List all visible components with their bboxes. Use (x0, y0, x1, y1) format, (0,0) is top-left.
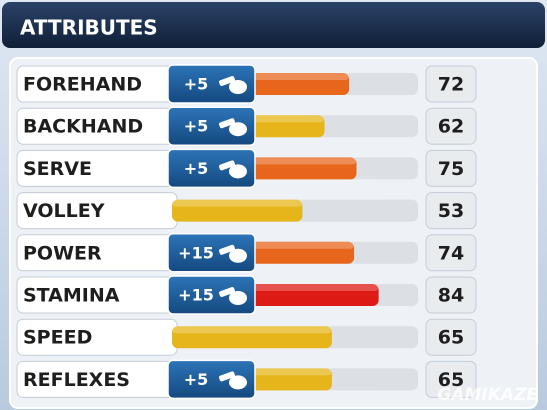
bonus-badge (167, 359, 256, 400)
attribute-name: VOLLEY (23, 200, 105, 222)
attribute-name: BACKHAND (23, 116, 143, 138)
bonus-text: +15 (178, 243, 214, 262)
value-box (425, 65, 477, 103)
bar-shine (172, 199, 303, 207)
value-box (425, 192, 477, 230)
value-box (425, 149, 477, 187)
bonus-text: +15 (178, 286, 214, 305)
bar-fill (172, 199, 303, 222)
whistle-icon (229, 375, 247, 390)
value-box (425, 276, 477, 314)
bonus-badge (167, 233, 256, 273)
bonus-text: +5 (184, 370, 209, 389)
bar-shine (172, 326, 332, 334)
whistle-icon (229, 164, 247, 179)
attribute-value: 65 (438, 327, 464, 349)
bar-fill (172, 326, 332, 349)
attribute-name: FOREHAND (23, 74, 142, 96)
bonus-badge (167, 275, 256, 315)
attribute-name: SPEED (23, 327, 92, 349)
attribute-value: 62 (438, 116, 464, 138)
whistle-mouth (219, 371, 235, 382)
whistle-mouth (219, 118, 235, 129)
whistle-mouth (219, 287, 235, 297)
whistle-mouth (219, 76, 235, 86)
watermark: GAMIKAZE (437, 385, 538, 405)
bonus-badge (167, 148, 256, 189)
header-title: ATTRIBUTES (20, 16, 158, 40)
bonus-badge (167, 64, 256, 104)
whistle-icon (229, 291, 247, 305)
whistle-mouth (219, 244, 235, 255)
attribute-value: 74 (438, 242, 464, 264)
bonus-text: +5 (184, 159, 209, 178)
value-box (425, 107, 477, 145)
attribute-value: 75 (438, 158, 464, 180)
bonus-text: +5 (184, 75, 209, 94)
attribute-name: REFLEXES (23, 369, 130, 391)
whistle-icon (229, 80, 247, 94)
whistle-icon (229, 122, 247, 137)
bonus-badge (167, 106, 256, 146)
bonus-text: +5 (184, 117, 209, 136)
attribute-name: POWER (23, 242, 102, 264)
attribute-name: SERVE (23, 158, 92, 180)
value-box (425, 318, 477, 356)
attribute-value: 72 (438, 74, 464, 96)
whistle-mouth (219, 160, 235, 171)
attribute-value: 53 (438, 200, 464, 222)
attribute-value: 65 (438, 369, 464, 391)
attribute-name: STAMINA (23, 285, 120, 307)
attribute-value: 84 (438, 285, 464, 307)
whistle-icon (229, 248, 247, 263)
header-bar (2, 2, 545, 48)
value-box (425, 360, 477, 398)
value-box (425, 234, 477, 272)
